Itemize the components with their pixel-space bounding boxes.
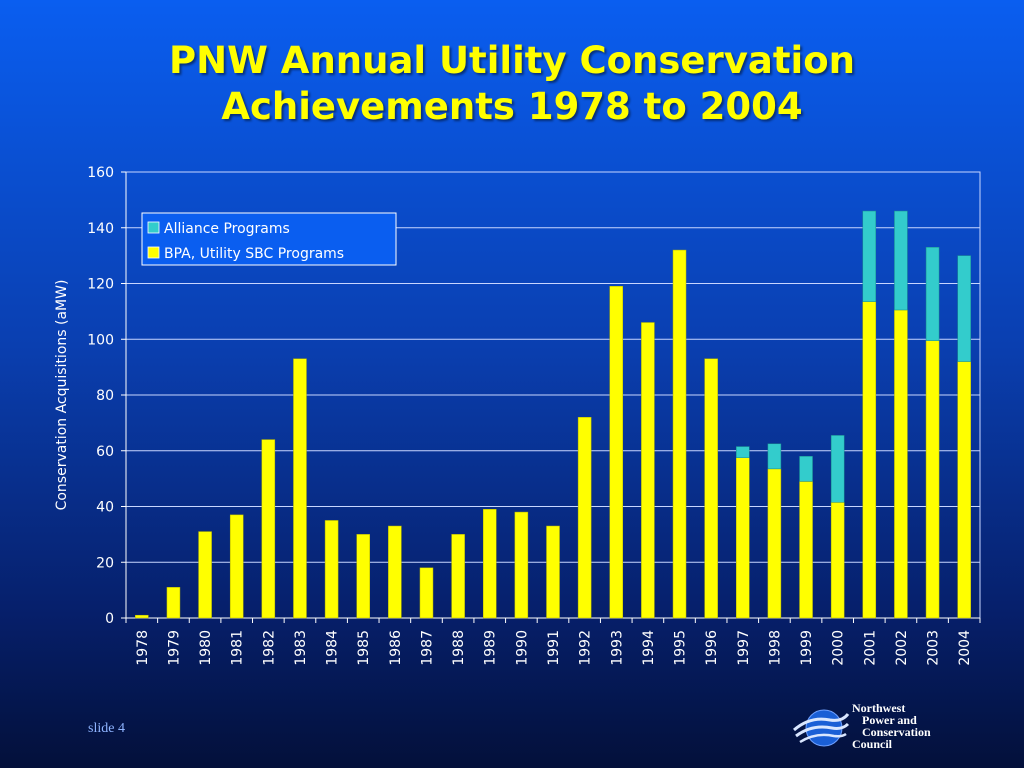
- y-tick-label: 60: [96, 444, 114, 460]
- logo-line-4: Council: [852, 737, 893, 751]
- bar-bpa-1993: [609, 286, 624, 619]
- legend-label: Alliance Programs: [164, 221, 290, 237]
- bar-bpa-2002: [894, 309, 908, 619]
- council-logo: Northwest Power and Conservation Council: [790, 702, 990, 758]
- x-tick-label-1999: 1999: [799, 630, 815, 666]
- bar-bpa-1978: [135, 614, 149, 619]
- logo-line-3: Conservation: [862, 725, 931, 739]
- x-tick-label-1984: 1984: [325, 630, 341, 666]
- bar-bpa-2000: [830, 502, 845, 619]
- bar-alliance-2003: [925, 247, 940, 341]
- x-tick-label-2004: 2004: [957, 630, 973, 666]
- bar-bpa-1989: [482, 509, 497, 619]
- y-tick-label: 40: [96, 500, 114, 516]
- council-logo-icon: [793, 709, 850, 747]
- x-tick-label-1988: 1988: [451, 630, 467, 666]
- y-tick-label: 160: [87, 165, 114, 181]
- x-tick-label-1981: 1981: [230, 630, 246, 666]
- y-tick-label: 80: [96, 388, 114, 404]
- y-tick-label: 20: [96, 555, 114, 571]
- slide-title-line-2: Achievements 1978 to 2004: [221, 85, 803, 128]
- legend-swatch: [147, 221, 160, 234]
- bar-bpa-1994: [641, 322, 655, 619]
- bar-bpa-1979: [166, 587, 181, 619]
- x-tick-label-2003: 2003: [926, 630, 942, 666]
- bar-bpa-1981: [229, 514, 244, 619]
- x-tick-label-1996: 1996: [704, 630, 720, 666]
- bar-bpa-1991: [546, 525, 560, 619]
- bar-alliance-1999: [799, 456, 813, 482]
- plot-area: 0 20 40 60 80 100 120 140 160 Conservation Acquis…: [54, 165, 981, 666]
- bar-bpa-2004: [957, 361, 971, 619]
- y-tick-label: 100: [87, 332, 114, 348]
- x-tick-label-1980: 1980: [198, 630, 214, 666]
- x-tick-label-2002: 2002: [894, 630, 910, 666]
- stacked-bar-chart: 0 20 40 60 80 100 120 140 160 Conservation Acquis…: [54, 165, 981, 666]
- slide-number: slide 4: [88, 721, 125, 736]
- x-tick-label-1979: 1979: [166, 630, 182, 666]
- y-tick-label: 0: [105, 611, 114, 627]
- bar-bpa-1990: [514, 511, 529, 619]
- legend-swatch: [147, 246, 160, 259]
- bar-bpa-1995: [672, 249, 687, 619]
- legend-label: BPA, Utility SBC Programs: [164, 246, 344, 262]
- chart-legend: Alliance Programs BPA, Utility SBC Progra…: [141, 212, 397, 266]
- bar-alliance-2002: [894, 210, 908, 311]
- slide-title: PNW Annual Utility Conservation Achievem…: [0, 38, 1024, 130]
- bar-alliance-1997: [736, 446, 750, 458]
- bar-bpa-1996: [704, 358, 718, 619]
- x-tick-label-1986: 1986: [388, 630, 404, 666]
- logo-line-1: Northwest: [852, 701, 906, 715]
- bar-bpa-1985: [356, 534, 370, 619]
- slide-title-line-1: PNW Annual Utility Conservation: [169, 39, 855, 82]
- y-axis-label: Conservation Acquisitions (aMW): [54, 280, 70, 511]
- bar-bpa-1997: [736, 457, 750, 619]
- x-tick-label-1995: 1995: [673, 630, 689, 666]
- bar-bpa-2001: [862, 301, 877, 619]
- x-tick-label-2001: 2001: [862, 630, 878, 666]
- bar-bpa-1982: [261, 439, 276, 619]
- bar-bpa-1998: [767, 468, 782, 619]
- x-tick-label-1985: 1985: [356, 630, 372, 666]
- bar-bpa-2003: [925, 340, 940, 619]
- legend-box: [141, 212, 397, 266]
- council-logo-text: Northwest Power and Conservation Council: [852, 702, 931, 750]
- bar-bpa-1980: [198, 531, 212, 619]
- bar-bpa-1983: [293, 358, 307, 619]
- x-tick-label-1989: 1989: [483, 630, 499, 666]
- x-tick-label-1982: 1982: [261, 630, 277, 666]
- y-tick-label: 140: [87, 221, 114, 237]
- bar-bpa-1999: [799, 481, 813, 619]
- y-tick-label: 120: [87, 277, 114, 293]
- x-tick-label-1994: 1994: [641, 630, 657, 666]
- bar-alliance-1998: [767, 443, 782, 470]
- x-tick-label-1987: 1987: [419, 630, 435, 666]
- x-tick-label-1998: 1998: [767, 630, 783, 666]
- x-tick-label-1983: 1983: [293, 630, 309, 666]
- x-tick-label-1997: 1997: [736, 630, 752, 666]
- bar-alliance-2000: [830, 435, 845, 503]
- bar-bpa-1992: [577, 417, 592, 619]
- bar-alliance-2001: [862, 210, 877, 302]
- x-tick-label-1990: 1990: [514, 630, 530, 666]
- x-tick-label-2000: 2000: [831, 630, 847, 666]
- logo-line-2: Power and: [862, 713, 917, 727]
- x-tick-label-1991: 1991: [546, 630, 562, 666]
- bar-bpa-1984: [324, 520, 339, 619]
- x-tick-label-1992: 1992: [578, 630, 594, 666]
- bar-alliance-2004: [957, 255, 971, 362]
- x-tick-label-1993: 1993: [609, 630, 625, 666]
- x-tick-label-1978: 1978: [135, 630, 151, 666]
- bar-bpa-1987: [419, 567, 434, 619]
- bar-bpa-1986: [388, 525, 402, 619]
- bar-bpa-1988: [451, 534, 465, 619]
